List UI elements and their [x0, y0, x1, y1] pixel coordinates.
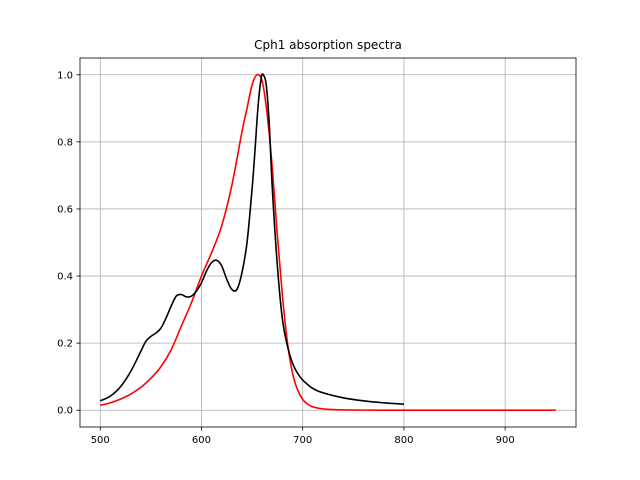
y-tick-label: 0.2	[57, 339, 73, 350]
chart-title: Cph1 absorption spectra	[254, 38, 402, 52]
y-tick-label: 0.6	[57, 204, 73, 215]
series-group	[99, 73, 556, 412]
x-tick-label: 800	[394, 435, 413, 446]
series-line-2	[99, 73, 404, 405]
y-tick-label: 0.4	[57, 272, 73, 283]
ticks-group: 500 600 700 800 900 0.0 0.2 0.4 0.6 0.8 1.0	[57, 70, 515, 446]
x-tick-label: 900	[496, 435, 515, 446]
y-tick-label: 1.0	[57, 70, 73, 81]
grid	[80, 58, 576, 427]
x-tick-label: 500	[91, 435, 110, 446]
x-tick-label: 700	[293, 435, 312, 446]
y-tick-label: 0.0	[57, 406, 73, 417]
x-tick-label: 600	[192, 435, 211, 446]
y-tick-label: 0.8	[57, 137, 73, 148]
plot-frame	[79, 57, 577, 428]
series-line-1	[100, 73, 556, 412]
